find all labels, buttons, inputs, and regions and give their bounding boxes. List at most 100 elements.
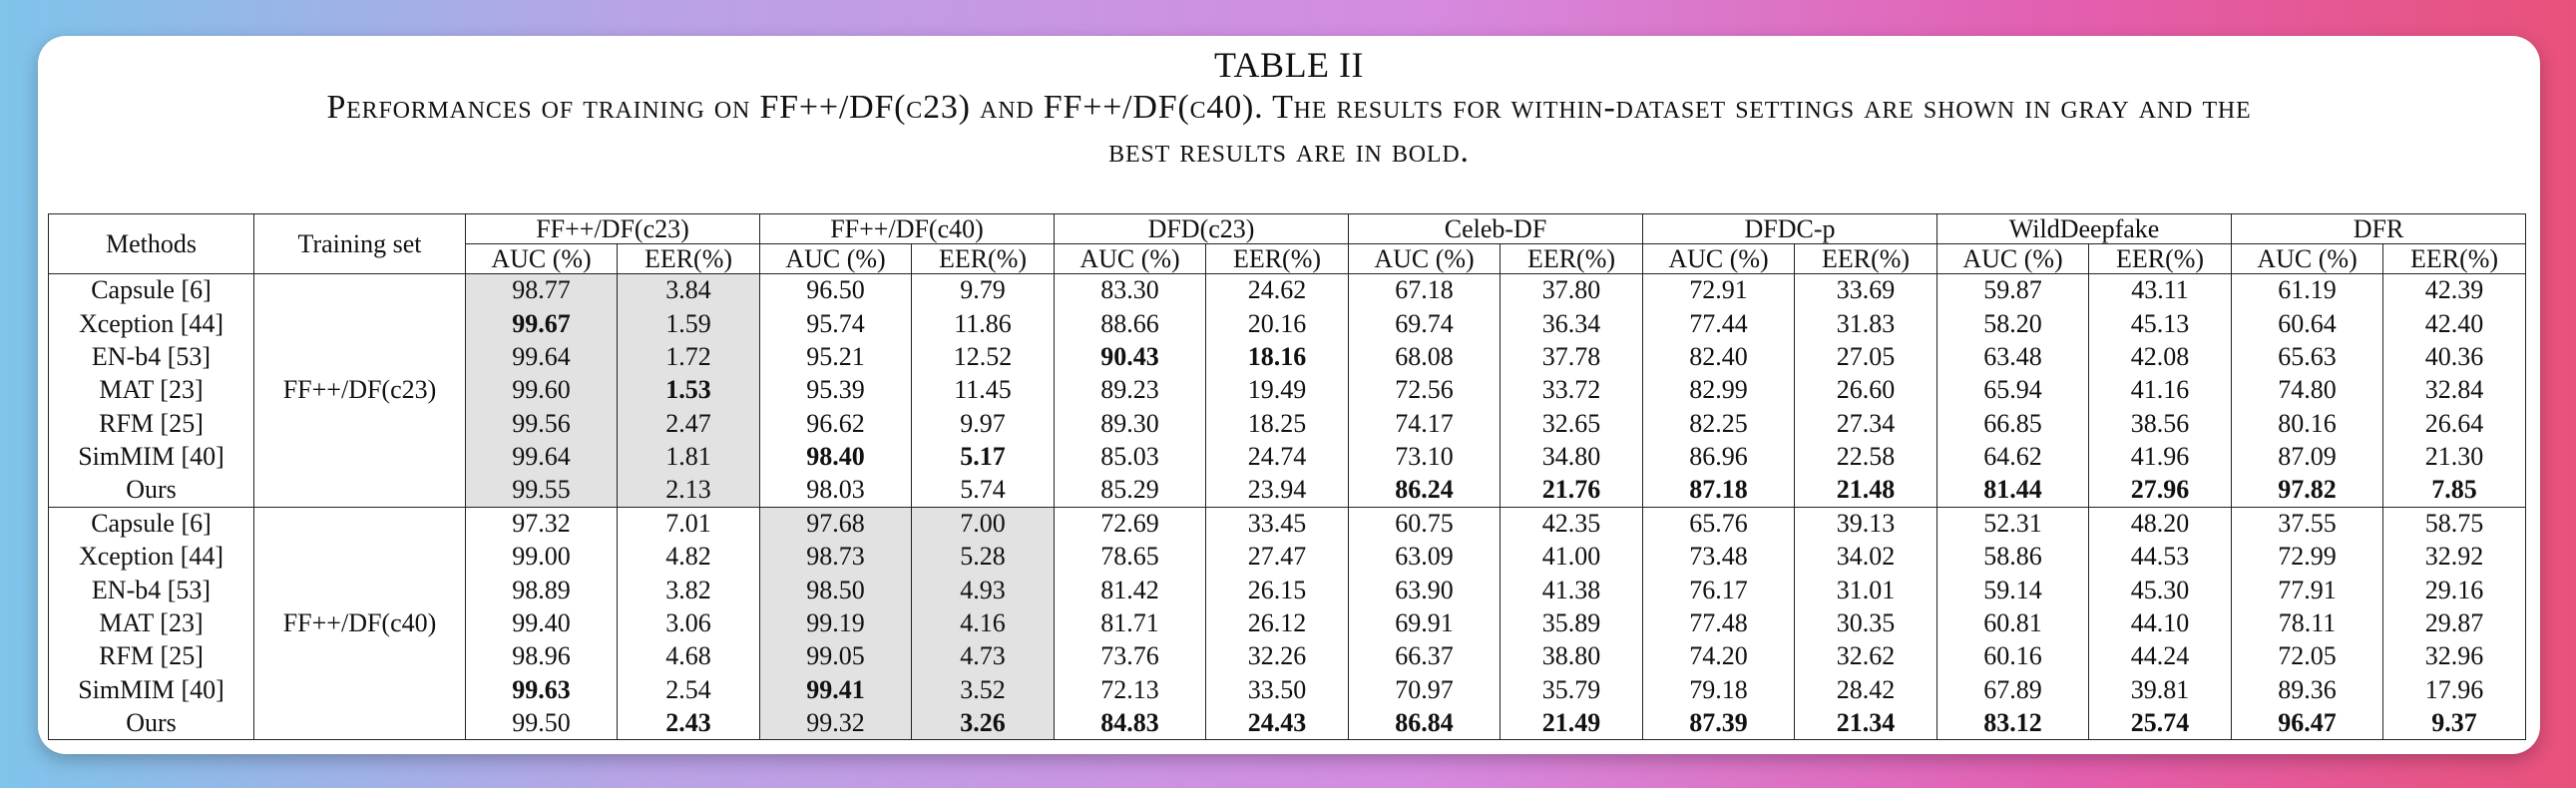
eer-value-cell: 2.54 (617, 673, 760, 707)
eer-value-cell: 29.87 (2382, 606, 2527, 640)
eer-value-cell: 44.10 (2088, 606, 2233, 640)
training-set-cell: FF++/DF(c23) (253, 273, 466, 508)
auc-value-cell: 59.87 (1936, 272, 2090, 307)
header-auc: AUC (%) (2231, 243, 2384, 274)
table-row: Capsule [6] FF++/DF(c40) 97.32 7.01 97.68 7.0… (48, 506, 2527, 741)
eer-value-cell: 1.81 (617, 440, 760, 474)
header-eer: EER(%) (617, 243, 760, 274)
method-cell: Xception [44] (48, 306, 254, 341)
method-cell: Capsule [6] (48, 272, 254, 307)
eer-value-cell: 21.76 (1499, 473, 1644, 508)
auc-value-cell: 86.96 (1642, 440, 1796, 474)
method-cell: MAT [23] (48, 373, 254, 408)
auc-value-cell: 98.96 (465, 639, 618, 674)
auc-value-cell: 89.23 (1054, 373, 1206, 408)
table-row: RFM [25] 98.96 4.68 99.05 4.73 73.76 32.26 66.3… (48, 639, 2527, 674)
eer-value-cell: 40.36 (2382, 340, 2527, 374)
eer-value-cell: 30.35 (1794, 606, 1938, 640)
table-label: TABLE II (1213, 45, 1365, 85)
header-auc: AUC (%) (1348, 243, 1501, 274)
eer-value-cell: 44.24 (2088, 639, 2233, 674)
table-row: Ours 99.55 2.13 98.03 5.74 85.29 23.94 86.24 21.… (48, 473, 2527, 508)
eer-value-cell: 42.35 (1499, 506, 1644, 541)
eer-value-cell: 20.16 (1205, 306, 1349, 341)
eer-value-cell: 24.62 (1205, 272, 1349, 307)
auc-value-cell: 80.16 (2231, 407, 2384, 441)
auc-value-cell: 99.63 (465, 673, 618, 707)
auc-value-cell: 81.71 (1054, 606, 1206, 640)
header-eer: EER(%) (1794, 243, 1938, 274)
table-row: SimMIM [40] 99.64 1.81 98.40 5.17 85.03 24.74 7… (48, 440, 2527, 474)
eer-value-cell: 2.43 (617, 706, 760, 741)
eer-value-cell: 11.86 (911, 306, 1055, 341)
table-body: Capsule [6] FF++/DF(c23) 98.77 3.84 96.50 9.7… (48, 272, 2527, 741)
eer-value-cell: 28.42 (1794, 673, 1938, 707)
auc-value-cell: 97.32 (465, 506, 618, 541)
auc-value-cell: 87.39 (1642, 706, 1796, 741)
eer-value-cell: 32.26 (1205, 639, 1349, 674)
header-auc: AUC (%) (1936, 243, 2090, 274)
eer-value-cell: 32.84 (2382, 373, 2527, 408)
auc-value-cell: 69.91 (1348, 606, 1501, 640)
auc-value-cell: 99.00 (465, 540, 618, 575)
auc-value-cell: 72.91 (1642, 272, 1796, 307)
auc-value-cell: 83.12 (1936, 706, 2090, 741)
eer-value-cell: 4.68 (617, 639, 760, 674)
auc-value-cell: 65.76 (1642, 506, 1796, 541)
auc-value-cell: 99.64 (465, 440, 618, 474)
header-eer: EER(%) (1205, 243, 1349, 274)
method-cell: Ours (48, 473, 254, 508)
eer-value-cell: 27.96 (2088, 473, 2233, 508)
eer-value-cell: 29.16 (2382, 574, 2527, 607)
auc-value-cell: 77.91 (2231, 574, 2384, 607)
auc-value-cell: 88.66 (1054, 306, 1206, 341)
eer-value-cell: 21.48 (1794, 473, 1938, 508)
eer-value-cell: 9.79 (911, 272, 1055, 307)
auc-value-cell: 86.84 (1348, 706, 1501, 741)
auc-value-cell: 99.05 (759, 639, 912, 674)
header-eer: EER(%) (2382, 243, 2527, 274)
eer-value-cell: 27.05 (1794, 340, 1938, 374)
auc-value-cell: 60.16 (1936, 639, 2090, 674)
auc-value-cell: 73.48 (1642, 540, 1796, 575)
eer-value-cell: 3.84 (617, 272, 760, 307)
eer-value-cell: 5.74 (911, 473, 1055, 508)
eer-value-cell: 3.06 (617, 606, 760, 640)
table-row: EN-b4 [53] 99.64 1.72 95.21 12.52 90.43 18.16 6… (48, 340, 2527, 374)
eer-value-cell: 41.38 (1499, 574, 1644, 607)
header-dataset: DFD(c23) (1054, 213, 1349, 244)
header-auc: AUC (%) (1054, 243, 1206, 274)
eer-value-cell: 21.49 (1499, 706, 1644, 741)
auc-value-cell: 74.80 (2231, 373, 2384, 408)
auc-value-cell: 98.73 (759, 540, 912, 575)
table-row: MAT [23] 99.40 3.06 99.19 4.16 81.71 26.12 69.9… (48, 606, 2527, 640)
eer-value-cell: 24.43 (1205, 706, 1349, 741)
eer-value-cell: 2.13 (617, 473, 760, 508)
eer-value-cell: 1.59 (617, 306, 760, 341)
eer-value-cell: 41.16 (2088, 373, 2233, 408)
auc-value-cell: 69.74 (1348, 306, 1501, 341)
auc-value-cell: 86.24 (1348, 473, 1501, 508)
auc-value-cell: 82.99 (1642, 373, 1796, 408)
eer-value-cell: 7.01 (617, 506, 760, 541)
eer-value-cell: 2.47 (617, 407, 760, 441)
eer-value-cell: 4.16 (911, 606, 1055, 640)
header-eer: EER(%) (911, 243, 1055, 274)
eer-value-cell: 18.16 (1205, 340, 1349, 374)
method-cell: Xception [44] (48, 540, 254, 575)
auc-value-cell: 68.08 (1348, 340, 1501, 374)
auc-value-cell: 99.64 (465, 340, 618, 374)
method-cell: Ours (48, 706, 254, 741)
auc-value-cell: 95.39 (759, 373, 912, 408)
eer-value-cell: 31.01 (1794, 574, 1938, 607)
header-training-set: Training set (253, 213, 466, 274)
auc-value-cell: 72.69 (1054, 506, 1206, 541)
auc-value-cell: 95.74 (759, 306, 912, 341)
method-cell: SimMIM [40] (48, 673, 254, 707)
eer-value-cell: 58.75 (2382, 506, 2527, 541)
training-set-cell: FF++/DF(c40) (253, 506, 466, 741)
table-row: Xception [44] 99.00 4.82 98.73 5.28 78.65 27.4… (48, 540, 2527, 575)
eer-value-cell: 26.60 (1794, 373, 1938, 408)
auc-value-cell: 96.50 (759, 272, 912, 307)
auc-value-cell: 89.30 (1054, 407, 1206, 441)
